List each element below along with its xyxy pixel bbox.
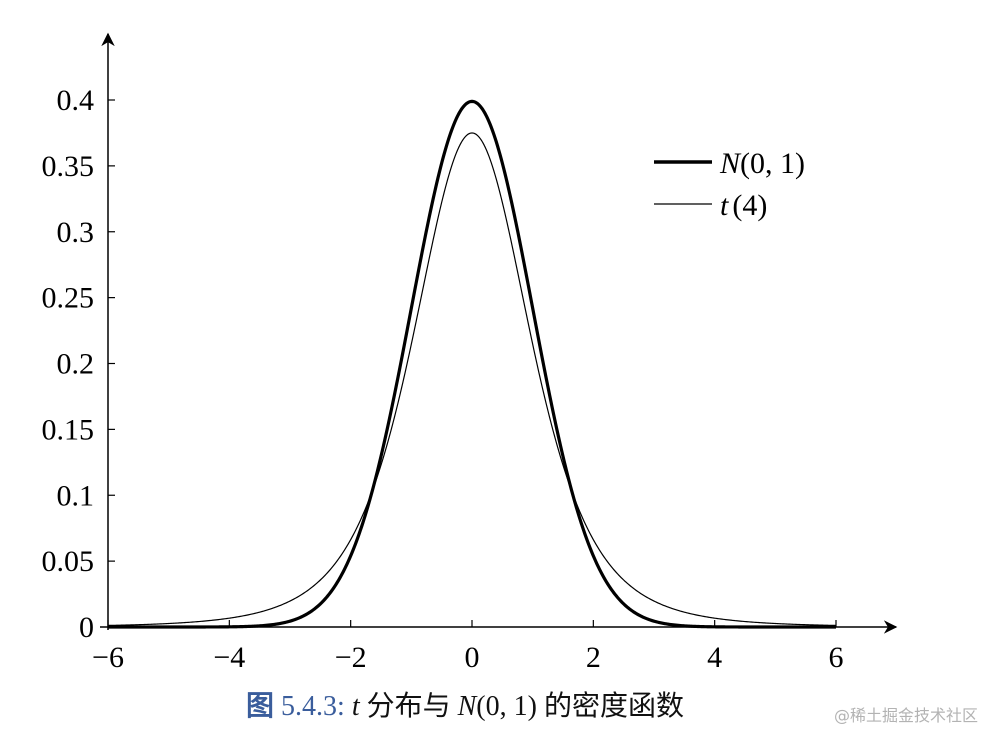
- caption-text-2: 的密度函数: [543, 691, 684, 722]
- caption-args: (0, 1): [476, 691, 537, 722]
- x-axis-ticks: −6 −4 −2 0 2 4 6: [92, 620, 844, 674]
- figure-number: 5.4.3:: [281, 691, 345, 722]
- series-line-normal: [107, 99, 837, 629]
- y-tick-label: 0.35: [42, 150, 95, 183]
- x-tick-label: 4: [707, 641, 722, 674]
- caption-var-t: t: [351, 691, 360, 722]
- y-tick-label: 0.3: [57, 216, 95, 249]
- y-tick-label: 0.05: [42, 545, 95, 578]
- y-tick-label: 0.2: [57, 348, 95, 381]
- density-curves: [107, 99, 837, 629]
- legend-label-normal: N(0, 1): [719, 147, 805, 180]
- y-tick-label: 0.25: [42, 282, 95, 315]
- watermark: @稀土掘金技术社区: [833, 706, 978, 725]
- figure-label: 图: [246, 691, 275, 722]
- y-tick-label: 0: [79, 611, 94, 644]
- x-tick-label: 2: [586, 641, 601, 674]
- caption-var-n: N: [457, 691, 477, 722]
- y-tick-label: 0.4: [57, 84, 95, 117]
- x-tick-label: 0: [465, 641, 480, 674]
- x-tick-label: −2: [335, 641, 367, 674]
- x-tick-label: −4: [213, 641, 245, 674]
- x-tick-label: 6: [829, 641, 844, 674]
- legend-label-t: t (4): [720, 189, 767, 222]
- caption-text-1: 分布与: [366, 691, 451, 722]
- y-tick-label: 0.1: [57, 479, 95, 512]
- legend: N(0, 1) t (4): [654, 147, 805, 222]
- x-tick-label: −6: [92, 641, 124, 674]
- series-line-t: [107, 132, 837, 627]
- y-axis-ticks: 0 0.05 0.1 0.15 0.2 0.25 0.3 0.35 0.4: [42, 84, 115, 644]
- y-tick-label: 0.15: [42, 413, 95, 446]
- figure-caption: 图 5.4.3: t 分布与 N(0, 1) 的密度函数: [0, 684, 930, 724]
